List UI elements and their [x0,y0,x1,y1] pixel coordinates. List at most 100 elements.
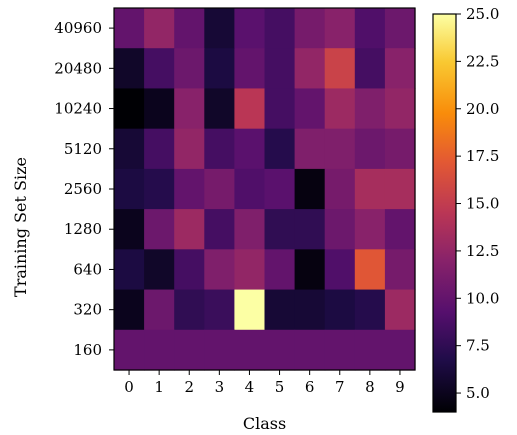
heatmap-cell [264,289,296,331]
heatmap-cell [114,249,145,291]
heatmap-cell [264,8,296,49]
heatmap-cell [294,329,326,371]
colorbar-tick-label: 7.5 [466,337,490,355]
heatmap-cell [174,249,205,291]
y-axis-title: Training Set Size [11,157,30,297]
heatmap-cell [324,128,356,170]
heatmap-cell [294,48,326,90]
heatmap-cell [114,168,145,210]
heatmap-cell [144,128,175,170]
x-tick-label: 0 [124,378,134,396]
heatmap-cell [234,249,266,291]
heatmap-cell [144,8,175,49]
heatmap-cell [204,168,235,210]
heatmap-cell [384,289,416,331]
heatmap-cell [174,168,205,210]
heatmap-cell [324,8,356,49]
heatmap-cell [264,329,296,371]
heatmap-cell [264,48,296,90]
colorbar-tick-label: 15.0 [466,195,499,213]
heatmap-cell [354,168,386,210]
y-tick-label: 10240 [54,100,102,118]
heatmap-cell [114,48,145,90]
heatmap-cell [234,128,266,170]
heatmap-cell [294,88,326,130]
heatmap-cell [234,48,266,90]
heatmap-cell [384,209,416,250]
heatmap-cell [324,88,356,130]
heatmap-cell [144,168,175,210]
heatmap-cell [144,88,175,130]
heatmap-cell [144,209,175,250]
heatmap-cell [294,168,326,210]
colorbar-tick-label: 20.0 [466,100,499,118]
x-tick-label: 5 [275,378,285,396]
heatmap-cell [354,128,386,170]
heatmap-cell [174,8,205,49]
heatmap-cell [174,48,205,90]
heatmap-cell [174,209,205,250]
heatmap-cell [354,8,386,49]
heatmap-cell [114,8,145,49]
x-tick-label: 2 [184,378,194,396]
heatmap-cell [384,48,416,90]
heatmap-cell [204,8,235,49]
heatmap-cell [234,329,266,371]
heatmap-cell [354,209,386,250]
heatmap-cell [384,329,416,371]
heatmap-cell [354,329,386,371]
heatmap-cell [174,329,205,371]
heatmap-cell [324,168,356,210]
heatmap-cell [264,128,296,170]
heatmap-cell [384,168,416,210]
heatmap-cell [204,128,235,170]
heatmap-cell [384,128,416,170]
y-axis-ticks: 40960 20480 10240 5120 2560 1280 640 320 160 [54,19,114,359]
colorbar-tick-label: 22.5 [466,52,499,70]
x-tick-label: 8 [365,378,375,396]
x-tick-label: 9 [395,378,405,396]
heatmap-cell [324,209,356,250]
heatmap-cell [324,289,356,331]
y-tick-label: 320 [73,301,102,319]
x-axis-title: Class [243,414,286,433]
x-tick-label: 3 [215,378,225,396]
heatmap-cell [174,289,205,331]
x-tick-label: 4 [245,378,255,396]
heatmap-cell [384,8,416,49]
heatmap-cell [144,48,175,90]
colorbar-tick-label: 10.0 [466,289,499,307]
heatmap-cell [204,289,235,331]
heatmap-cell [174,88,205,130]
heatmap-cell [294,8,326,49]
colorbar-tick-label: 5.0 [466,384,490,402]
colorbar-tick-label: 12.5 [466,242,499,260]
heatmap-cell [114,88,145,130]
heatmap-cell [234,168,266,210]
heatmap-cell [354,289,386,331]
colorbar-tick-label: 25.0 [466,5,499,23]
colorbar: 5.0 7.5 10.0 12.5 15.0 17.5 20.0 22.5 25.0 [432,5,499,413]
heatmap-cell [114,329,145,371]
x-tick-label: 6 [305,378,315,396]
x-tick-label: 7 [335,378,345,396]
x-tick-label: 1 [154,378,164,396]
heatmap-cell [144,249,175,291]
heatmap-cell [294,289,326,331]
heatmap-cell [294,209,326,250]
heatmap-cell [354,48,386,90]
heatmap-cell [114,128,145,170]
colorbar-border [432,13,457,413]
colorbar-tick-label: 17.5 [466,147,499,165]
heatmap-cell [324,249,356,291]
heatmap-cell [114,289,145,331]
heatmap-cell [144,329,175,371]
y-tick-label: 2560 [64,180,102,198]
heatmap-cell [294,249,326,291]
heatmap-cell [234,8,266,49]
heatmap-cell [384,249,416,291]
heatmap-cell [144,289,175,331]
heatmap-cell [324,329,356,371]
